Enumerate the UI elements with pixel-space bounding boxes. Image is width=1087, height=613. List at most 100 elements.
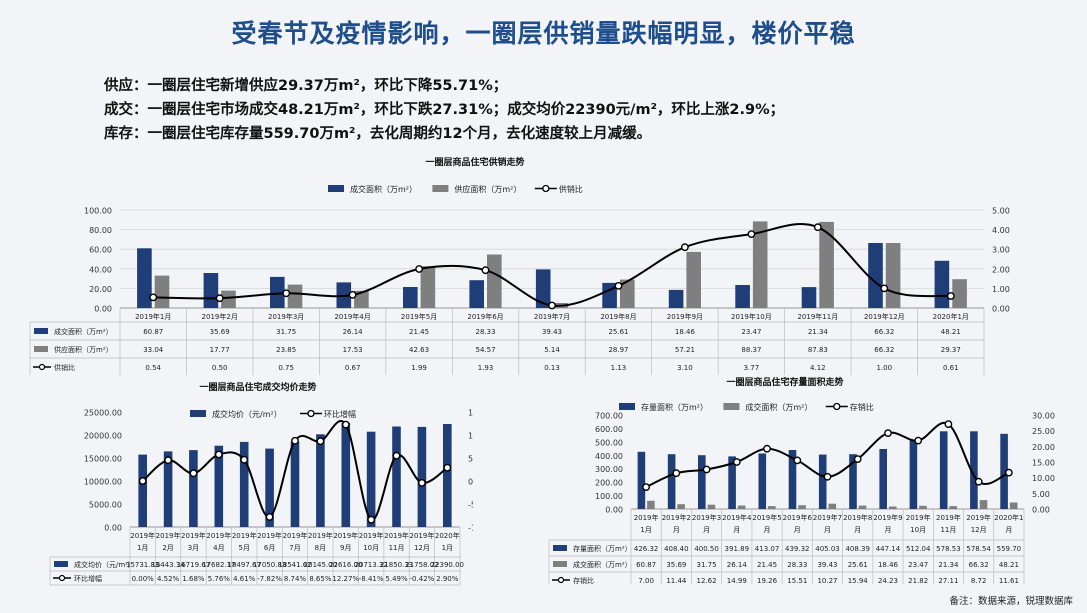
table-cell: 12.27% bbox=[332, 575, 359, 583]
y-left-tick: 500.00 bbox=[595, 438, 623, 447]
x-tick-label: 月 bbox=[794, 526, 801, 534]
table-cell: 1.00 bbox=[877, 364, 893, 372]
line-point-1 bbox=[672, 469, 681, 478]
legend-marker-2 bbox=[833, 402, 841, 411]
x-tick-label: 2019年 bbox=[936, 513, 961, 522]
table-cell: 26.14 bbox=[727, 561, 748, 569]
bar-1-0 bbox=[647, 500, 655, 509]
y-right-tick: 5.00% bbox=[468, 455, 473, 464]
bar-0-3 bbox=[214, 445, 224, 527]
table-cell: 15.94 bbox=[848, 577, 869, 584]
y-right-tick: -5.00% bbox=[468, 501, 473, 510]
line-point-3 bbox=[214, 450, 223, 459]
chart-title: 一圈层商品住宅供销走势 bbox=[425, 156, 524, 168]
bar-0-8 bbox=[341, 423, 351, 527]
table-cell: 0.13 bbox=[544, 364, 560, 372]
table-cell: 0.54 bbox=[145, 364, 161, 372]
table-cell: 15731.83 bbox=[126, 561, 159, 569]
summary-bullets: 供应：一圈层住宅新增供应29.37万m²，环比下降55.71%； 成交：一圈层住… bbox=[104, 74, 784, 146]
y-right-tick: 30.00 bbox=[1032, 412, 1055, 421]
table-cell: 33.04 bbox=[143, 346, 164, 354]
table-legend-marker bbox=[58, 574, 66, 582]
bar-1-0 bbox=[154, 275, 170, 308]
x-tick-label: 2019年10月 bbox=[731, 312, 772, 321]
table-cell: 8.72 bbox=[971, 577, 987, 584]
bar-0-0 bbox=[137, 248, 152, 308]
y-left-tick: 700.00 bbox=[595, 412, 623, 421]
bar-1-8 bbox=[889, 506, 897, 509]
table-legend-key bbox=[34, 346, 48, 352]
y-left-tick: 600.00 bbox=[595, 425, 623, 434]
table-cell: 66.32 bbox=[874, 328, 894, 336]
x-tick-label: 2019年5 bbox=[752, 513, 781, 522]
table-cell: 7.00 bbox=[638, 577, 654, 584]
legend-label-2: 供销比 bbox=[559, 184, 583, 194]
deal-summary: 成交：一圈层住宅市场成交48.21万m²，环比下跌27.31%；成交均价2239… bbox=[104, 102, 785, 118]
line-point-8 bbox=[681, 243, 689, 252]
table-cell: 29.37 bbox=[941, 346, 961, 354]
bar-1-11 bbox=[885, 243, 901, 308]
table-cell: 60.87 bbox=[143, 328, 163, 336]
table-legend-marker bbox=[557, 576, 565, 584]
bar-0-5 bbox=[788, 450, 797, 509]
legend-swatch-0 bbox=[619, 403, 635, 410]
x-tick-label: 2019年5月 bbox=[401, 312, 437, 321]
table-cell: 408.40 bbox=[664, 545, 689, 553]
table-cell: 578.53 bbox=[936, 545, 961, 553]
bar-0-8 bbox=[879, 449, 887, 509]
line-point-8 bbox=[884, 429, 892, 437]
x-tick-label: 2019年 bbox=[308, 531, 333, 540]
table-cell: 16443.34 bbox=[151, 561, 185, 569]
x-tick-label: 月 bbox=[764, 526, 771, 534]
x-tick-label: 1月 bbox=[137, 544, 148, 552]
line-point-11 bbox=[417, 479, 426, 487]
legend-swatch-0 bbox=[328, 185, 344, 192]
table-cell: 25.61 bbox=[848, 561, 868, 569]
bar-0-1 bbox=[163, 451, 173, 527]
y-right-tick: -10.00% bbox=[468, 524, 473, 533]
x-tick-label: 2019年6月 bbox=[467, 312, 503, 321]
footnote: 备注：数据来源，锐理数据库 bbox=[949, 596, 1073, 607]
x-tick-label: 2019年 bbox=[906, 513, 931, 522]
table-cell: 26.14 bbox=[343, 328, 364, 336]
y-right-tick: 15.00 bbox=[1032, 459, 1055, 468]
bar-0-0 bbox=[138, 454, 147, 527]
table-cell: 35.69 bbox=[210, 328, 230, 336]
y-right-tick: 0.00 bbox=[1032, 506, 1050, 515]
bar-0-9 bbox=[735, 285, 750, 308]
table-cell: 20713.32 bbox=[354, 561, 387, 569]
table-cell: 447.14 bbox=[876, 545, 901, 553]
table-cell: 0.00% bbox=[132, 575, 155, 583]
x-tick-label: 2019年1月 bbox=[135, 312, 171, 321]
line-point-11 bbox=[974, 477, 983, 486]
bar-0-6 bbox=[290, 441, 300, 527]
line-point-3 bbox=[348, 290, 357, 299]
legend-label-1: 供应面积（万m²） bbox=[454, 184, 521, 194]
table-cell: 408.39 bbox=[845, 545, 870, 553]
line-point-11 bbox=[880, 284, 889, 293]
table-legend-key bbox=[553, 545, 567, 551]
line-point-0 bbox=[138, 477, 147, 485]
x-tick-label: 2月 bbox=[162, 544, 173, 552]
table-cell: 559.70 bbox=[997, 545, 1022, 553]
y-left-tick: 40.00 bbox=[89, 265, 112, 274]
table-cell: 21.45 bbox=[757, 561, 777, 569]
line-point-10 bbox=[944, 420, 953, 428]
y-left-tick: 80.00 bbox=[89, 226, 112, 235]
table-row-label: 成交面积（万m²） bbox=[573, 560, 632, 569]
legend-label-2: 存销比 bbox=[850, 402, 874, 412]
line-point-1 bbox=[164, 456, 173, 465]
table-cell: 1.99 bbox=[411, 364, 427, 372]
table-legend-key bbox=[54, 561, 68, 567]
table-cell: 4.61% bbox=[233, 575, 256, 583]
x-tick-label: 11月 bbox=[389, 544, 405, 552]
table-cell: 11.61 bbox=[999, 577, 1019, 584]
x-tick-label: 月 bbox=[673, 526, 680, 534]
bar-0-12 bbox=[934, 260, 950, 308]
x-tick-label: 2019年4月 bbox=[334, 312, 370, 321]
table-cell: 88.37 bbox=[741, 346, 761, 354]
supply-summary: 供应：一圈层住宅新增供应29.37万m²，环比下降55.71%； bbox=[104, 78, 508, 94]
x-tick-label: 2019年 bbox=[359, 531, 384, 540]
bar-0-2 bbox=[698, 455, 706, 509]
